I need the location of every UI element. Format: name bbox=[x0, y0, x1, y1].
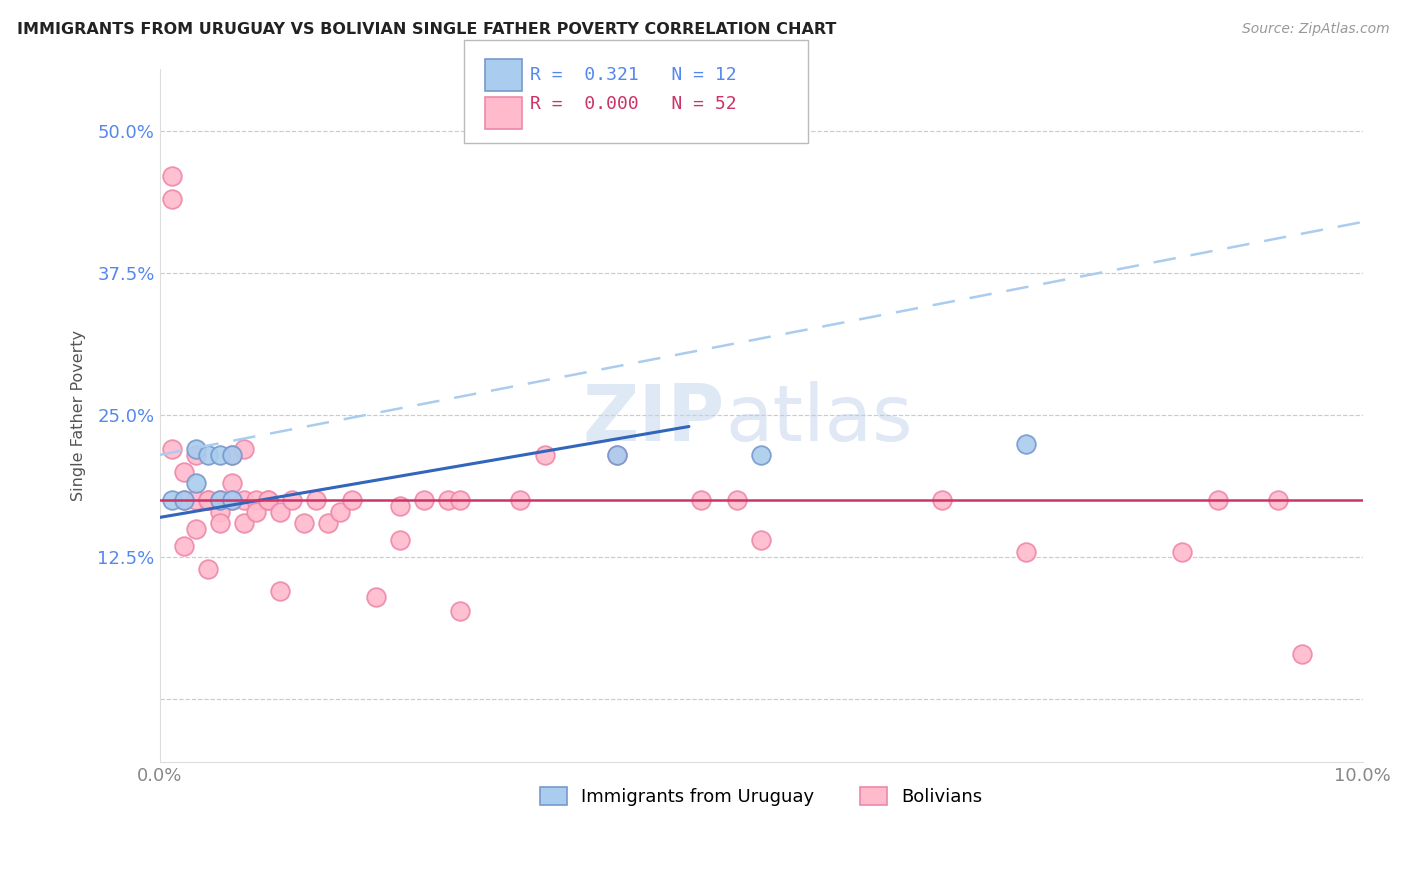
Point bbox=[389, 533, 412, 548]
Point bbox=[208, 505, 231, 519]
Point bbox=[509, 493, 531, 508]
Point bbox=[449, 493, 471, 508]
Point bbox=[232, 493, 254, 508]
Point bbox=[208, 448, 231, 462]
Point bbox=[197, 448, 219, 462]
Point bbox=[413, 493, 436, 508]
Point bbox=[1291, 647, 1313, 661]
Point bbox=[533, 448, 555, 462]
Point bbox=[1206, 493, 1229, 508]
Point bbox=[221, 476, 243, 491]
Point bbox=[606, 448, 628, 462]
Point bbox=[245, 493, 267, 508]
Text: ZIP: ZIP bbox=[582, 381, 725, 457]
Point bbox=[197, 493, 219, 508]
Point bbox=[305, 493, 328, 508]
Point bbox=[173, 539, 195, 553]
Point bbox=[184, 476, 207, 491]
Point bbox=[184, 522, 207, 536]
Y-axis label: Single Father Poverty: Single Father Poverty bbox=[72, 329, 86, 500]
Point bbox=[221, 448, 243, 462]
Point bbox=[437, 493, 460, 508]
Point bbox=[1267, 493, 1289, 508]
Point bbox=[269, 584, 291, 599]
Point bbox=[160, 493, 183, 508]
Text: IMMIGRANTS FROM URUGUAY VS BOLIVIAN SINGLE FATHER POVERTY CORRELATION CHART: IMMIGRANTS FROM URUGUAY VS BOLIVIAN SING… bbox=[17, 22, 837, 37]
Text: atlas: atlas bbox=[725, 381, 912, 457]
Point bbox=[197, 493, 219, 508]
Point bbox=[329, 505, 352, 519]
Point bbox=[160, 442, 183, 457]
Point bbox=[269, 505, 291, 519]
Point bbox=[173, 493, 195, 508]
Point bbox=[221, 448, 243, 462]
Point bbox=[232, 516, 254, 530]
Legend: Immigrants from Uruguay, Bolivians: Immigrants from Uruguay, Bolivians bbox=[531, 778, 991, 815]
Point bbox=[221, 493, 243, 508]
Point bbox=[232, 442, 254, 457]
Text: Source: ZipAtlas.com: Source: ZipAtlas.com bbox=[1241, 22, 1389, 37]
Point bbox=[366, 590, 388, 604]
Point bbox=[292, 516, 315, 530]
Point bbox=[389, 499, 412, 513]
Point bbox=[1015, 544, 1038, 558]
Point bbox=[749, 533, 772, 548]
Point bbox=[197, 561, 219, 575]
Point bbox=[1171, 544, 1194, 558]
Point bbox=[173, 493, 195, 508]
Point bbox=[749, 448, 772, 462]
Point bbox=[208, 493, 231, 508]
Point bbox=[184, 448, 207, 462]
Point bbox=[931, 493, 953, 508]
Point bbox=[316, 516, 339, 530]
Point bbox=[173, 465, 195, 479]
Point bbox=[160, 192, 183, 206]
Point bbox=[208, 516, 231, 530]
Point bbox=[257, 493, 280, 508]
Point bbox=[281, 493, 304, 508]
Text: R =  0.000   N = 52: R = 0.000 N = 52 bbox=[530, 95, 737, 113]
Point bbox=[184, 493, 207, 508]
Point bbox=[245, 505, 267, 519]
Point bbox=[340, 493, 363, 508]
Point bbox=[257, 493, 280, 508]
Point bbox=[449, 604, 471, 618]
Point bbox=[725, 493, 748, 508]
Point bbox=[1015, 436, 1038, 450]
Point bbox=[221, 493, 243, 508]
Point bbox=[208, 493, 231, 508]
Point bbox=[606, 448, 628, 462]
Point bbox=[160, 169, 183, 184]
Point bbox=[184, 442, 207, 457]
Text: R =  0.321   N = 12: R = 0.321 N = 12 bbox=[530, 66, 737, 84]
Point bbox=[690, 493, 713, 508]
